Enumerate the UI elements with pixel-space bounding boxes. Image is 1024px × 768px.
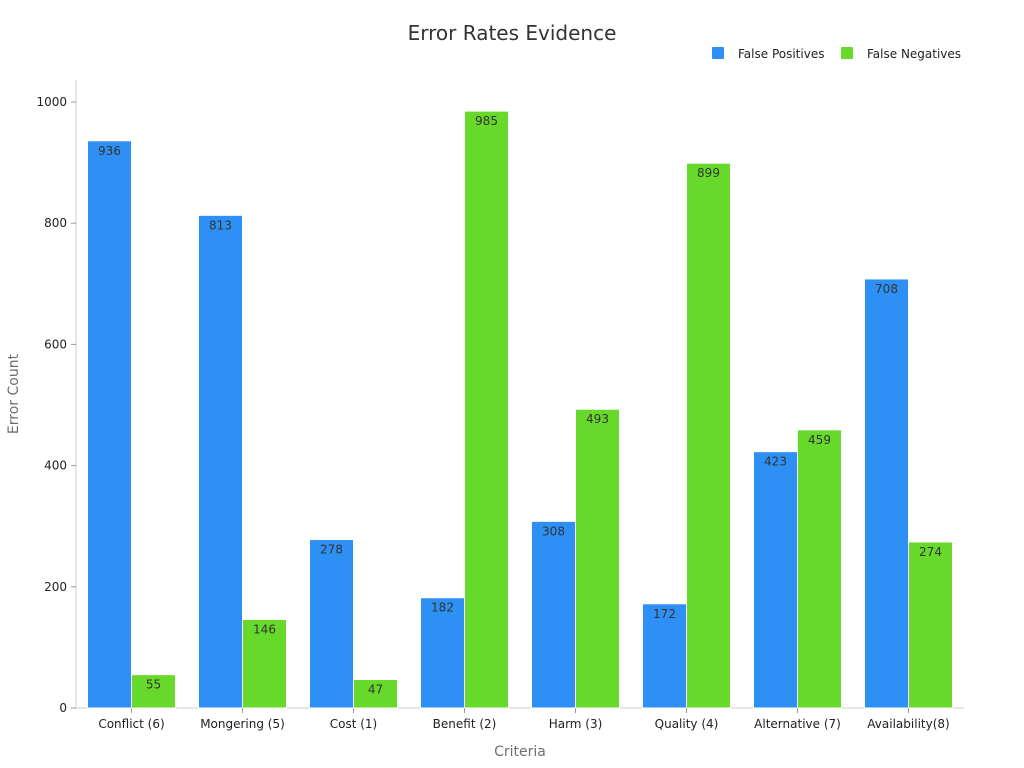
bar-false-positives [87, 140, 132, 709]
bar-value-label: 423 [764, 455, 787, 469]
x-tick-label: Mongering (5) [200, 717, 285, 731]
bar-value-label: 47 [368, 683, 383, 697]
y-tick-label: 600 [44, 337, 67, 351]
bar-value-label: 493 [586, 412, 609, 426]
bar-false-positives [309, 539, 354, 709]
bar-false-negatives [131, 674, 176, 709]
x-tick-label: Quality (4) [655, 717, 719, 731]
bar-value-label: 985 [475, 114, 498, 128]
y-tick-label: 1000 [36, 95, 67, 109]
x-tick-label: Cost (1) [330, 717, 378, 731]
x-axis-title: Criteria [494, 744, 546, 760]
y-tick-label: 800 [44, 216, 67, 230]
bar-value-label: 55 [146, 678, 161, 692]
bar-false-positives [864, 278, 909, 709]
chart-title: Error Rates Evidence [408, 21, 617, 45]
bar-false-negatives [353, 679, 398, 709]
bar-false-positives [753, 451, 798, 709]
bars: 936 55 813 146 278 47 182 985 308 493 172 899 423 459… [87, 110, 953, 709]
x-tick-label: Availability(8) [867, 717, 949, 731]
bar-false-positives [198, 214, 243, 709]
legend-label: False Positives [738, 47, 824, 61]
y-tick-label: 400 [44, 459, 67, 473]
bar-false-negatives [464, 110, 509, 709]
bar-false-negatives [686, 162, 731, 709]
bar-value-label: 936 [98, 144, 121, 158]
bar-value-label: 182 [431, 601, 454, 615]
legend-swatch-false-negatives [841, 47, 853, 59]
bar-value-label: 146 [253, 623, 276, 637]
y-tick-label: 0 [59, 701, 67, 715]
legend: False Positives False Negatives [712, 47, 961, 61]
legend-label: False Negatives [867, 47, 961, 61]
bar-value-label: 813 [209, 218, 232, 232]
bar-value-label: 459 [808, 433, 831, 447]
legend-swatch-false-positives [712, 47, 724, 59]
bar-false-negatives [575, 408, 620, 709]
bar-value-label: 899 [697, 166, 720, 180]
bar-value-label: 308 [542, 524, 565, 538]
y-axis-ticks: 0 200 400 600 800 1000 [36, 95, 76, 715]
y-tick-label: 200 [44, 580, 67, 594]
bar-value-label: 172 [653, 607, 676, 621]
y-axis-title: Error Count [6, 353, 22, 434]
x-tick-label: Benefit (2) [433, 717, 497, 731]
bar-false-negatives [797, 429, 842, 709]
x-axis-ticks: Conflict (6) Mongering (5) Cost (1) Benefit… [98, 708, 950, 731]
bar-value-label: 708 [875, 282, 898, 296]
x-tick-label: Alternative (7) [754, 717, 841, 731]
x-tick-label: Conflict (6) [98, 717, 164, 731]
bar-false-negatives [242, 619, 287, 709]
bar-value-label: 274 [919, 545, 942, 559]
x-tick-label: Harm (3) [549, 717, 603, 731]
bar-value-label: 278 [320, 543, 343, 557]
bar-false-positives [531, 520, 576, 709]
bar-false-negatives [908, 541, 953, 709]
